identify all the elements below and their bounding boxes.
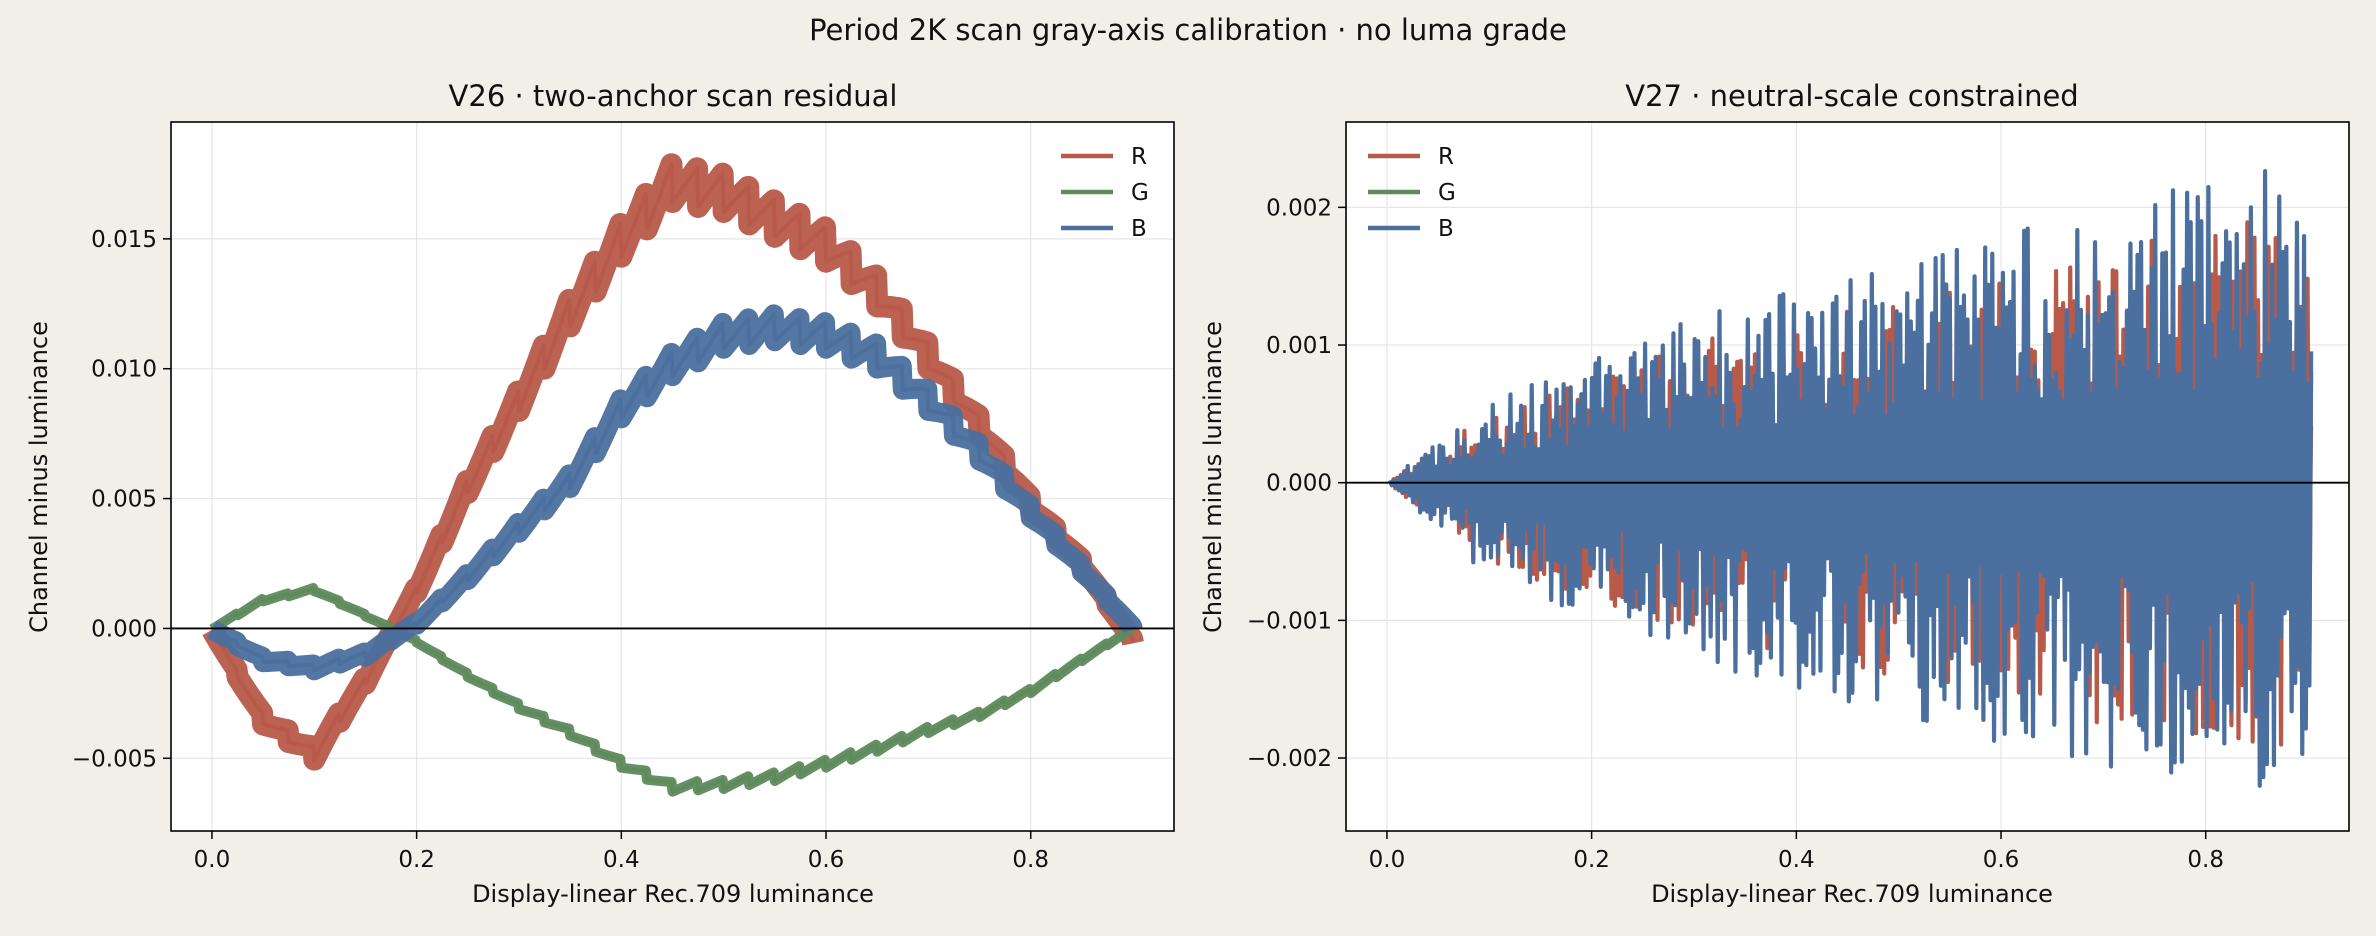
panel-v26-frame	[170, 121, 1175, 832]
panel-v27-legend-label-g: G	[1438, 180, 1456, 206]
panel-v27-legend-label-r: R	[1438, 144, 1454, 170]
panel-v27-ytick-label-3: 0.001	[1266, 333, 1332, 359]
panel-v26-ylabel: Channel minus luminance	[25, 321, 53, 633]
panel-v27-xtick-label-2: 0.4	[1778, 847, 1815, 873]
panel-v26-series-g-band	[207, 583, 1138, 797]
panel-v27-ytick-label-4: 0.002	[1266, 195, 1332, 221]
panel-v27: V27 · neutral-scale constrained Display-…	[1199, 79, 2350, 908]
panel-v27-ytick-label-2: 0.000	[1266, 471, 1332, 497]
panel-v27-series-group	[1388, 169, 2314, 788]
panel-v27-series-b	[1388, 169, 2314, 788]
panel-v26-xlabel: Display-linear Rec.709 luminance	[472, 880, 874, 908]
chart-suptitle: Period 2K scan gray-axis calibration · n…	[809, 13, 1567, 47]
panel-v27-ytick-label-1: −0.001	[1247, 608, 1332, 634]
panel-v26-xtick-label-4: 0.8	[1012, 847, 1049, 873]
panel-v26-legend-label-r: R	[1131, 144, 1147, 170]
panel-v26-legend-label-b: B	[1131, 216, 1147, 242]
panel-v26-ytick-label-3: 0.010	[91, 357, 157, 383]
panel-v27-ytick-label-0: −0.002	[1247, 746, 1332, 772]
panel-v26: V26 · two-anchor scan residual Display-l…	[25, 79, 1175, 908]
panel-v27-xtick-label-4: 0.8	[2187, 847, 2224, 873]
panel-v26-legend-label-g: G	[1131, 180, 1149, 206]
panel-v27-xtick-label-1: 0.2	[1573, 847, 1610, 873]
panel-v26-xtick-label-3: 0.6	[808, 847, 845, 873]
panel-v26-xtick-label-0: 0.0	[194, 847, 231, 873]
panel-v26-series-group	[201, 153, 1144, 797]
panel-v27-frame	[1345, 121, 2350, 832]
panel-v26-ytick-label-1: 0.000	[91, 616, 157, 642]
panel-v26-xtick-label-2: 0.4	[603, 847, 640, 873]
panel-v26-ytick-label-0: −0.005	[72, 746, 157, 772]
panel-v26-xtick-label-1: 0.2	[398, 847, 435, 873]
panel-v26-ytick-label-2: 0.005	[91, 487, 157, 513]
panel-v26-series-b-band	[202, 304, 1143, 681]
panel-v27-xlabel: Display-linear Rec.709 luminance	[1651, 880, 2053, 908]
panel-v27-ylabel: Channel minus luminance	[1199, 321, 1227, 633]
panel-v27-xtick-label-0: 0.0	[1369, 847, 1406, 873]
panel-v27-title: V27 · neutral-scale constrained	[1625, 79, 2078, 113]
panel-v27-xtick-label-3: 0.6	[1983, 847, 2020, 873]
panel-v26-ytick-label-4: 0.015	[91, 227, 157, 253]
panel-v26-title: V26 · two-anchor scan residual	[449, 79, 898, 113]
panel-v27-legend-label-b: B	[1438, 216, 1454, 242]
